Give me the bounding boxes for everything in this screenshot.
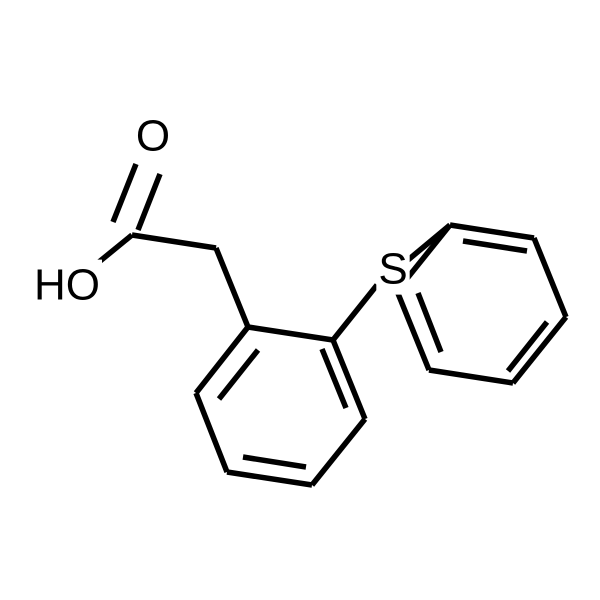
atom-label: O <box>136 112 170 161</box>
bond <box>312 419 365 485</box>
bond <box>196 327 248 393</box>
bond <box>463 241 527 251</box>
bond <box>138 174 160 230</box>
atoms-group: O HO S <box>32 111 410 311</box>
bond <box>132 235 216 248</box>
bond <box>534 238 566 317</box>
bonds-group <box>94 164 566 485</box>
bond <box>216 248 248 327</box>
bond <box>243 457 306 467</box>
bond <box>418 293 441 352</box>
bond <box>113 164 136 222</box>
bond <box>450 225 534 238</box>
bond <box>227 472 312 485</box>
bond <box>196 393 227 472</box>
bond <box>513 317 566 383</box>
atom-label: S <box>378 245 407 294</box>
atom-label: HO <box>34 261 100 310</box>
bond <box>429 370 513 383</box>
bond <box>248 327 333 340</box>
bond <box>333 285 377 340</box>
molecule-diagram: O HO S <box>0 0 600 600</box>
bond <box>333 340 365 419</box>
